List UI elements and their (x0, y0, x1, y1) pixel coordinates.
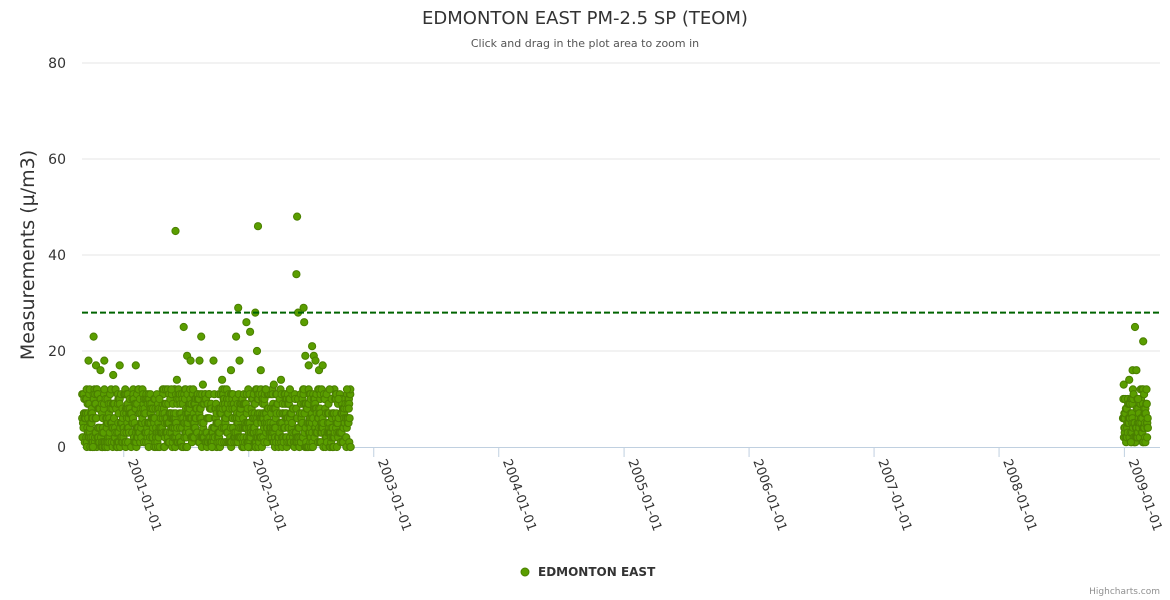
data-point[interactable] (197, 332, 206, 341)
data-point[interactable] (346, 442, 355, 452)
x-tick-label: 2002-01-01 (249, 457, 289, 533)
data-point[interactable] (252, 346, 262, 356)
data-point[interactable] (96, 366, 105, 375)
y-tick-label: 0 (57, 440, 66, 456)
x-tick-label: 2005-01-01 (624, 457, 664, 533)
data-point[interactable] (1132, 366, 1141, 375)
data-point[interactable] (186, 356, 195, 365)
data-point[interactable] (195, 356, 204, 365)
data-point[interactable] (293, 212, 302, 221)
data-point[interactable] (183, 442, 192, 452)
data-point[interactable] (292, 270, 301, 279)
data-point[interactable] (308, 342, 317, 351)
chart-title: EDMONTON EAST PM-2.5 SP (TEOM) (422, 8, 748, 29)
data-point[interactable] (171, 226, 180, 236)
data-point[interactable] (318, 361, 327, 370)
data-point[interactable] (246, 327, 255, 336)
x-tick-label: 2003-01-01 (374, 457, 414, 533)
data-point[interactable] (244, 442, 253, 452)
data-point[interactable] (207, 442, 216, 452)
data-point[interactable] (301, 351, 310, 360)
data-point[interactable] (304, 361, 313, 370)
data-point[interactable] (234, 303, 243, 312)
data-point[interactable] (155, 394, 164, 404)
y-axis: 0 20 40 60 80 (48, 56, 66, 456)
data-point[interactable] (1143, 414, 1152, 423)
data-point[interactable] (115, 361, 124, 370)
data-point[interactable] (325, 385, 334, 394)
chart-subtitle: Click and drag in the plot area to zoom … (471, 37, 699, 50)
gridlines (82, 62, 1160, 352)
data-point[interactable] (84, 356, 93, 365)
data-point[interactable] (300, 318, 309, 327)
data-point[interactable] (1139, 337, 1148, 346)
data-point[interactable] (308, 442, 317, 452)
data-point[interactable] (1125, 375, 1134, 384)
data-point[interactable] (167, 385, 176, 394)
data-point[interactable] (1143, 433, 1152, 442)
y-tick-label: 20 (48, 344, 66, 360)
x-tick-label: 2008-01-01 (999, 457, 1039, 533)
data-point[interactable] (261, 385, 270, 394)
data-point[interactable] (242, 318, 251, 327)
data-point[interactable] (345, 414, 354, 423)
data-point[interactable] (1126, 438, 1136, 447)
x-tick-label: 2001-01-01 (124, 457, 164, 533)
data-point[interactable] (1142, 399, 1151, 408)
data-point[interactable] (342, 385, 352, 394)
y-tick-label: 80 (48, 56, 66, 72)
x-tick-label: 2004-01-01 (499, 457, 539, 533)
data-point[interactable] (256, 366, 265, 375)
data-point[interactable] (226, 366, 236, 375)
y-tick-label: 40 (48, 248, 66, 264)
data-point[interactable] (92, 414, 101, 423)
x-tick-label: 2009-01-01 (1125, 457, 1165, 533)
data-point[interactable] (299, 303, 308, 312)
data-points[interactable] (78, 212, 1153, 452)
data-point[interactable] (218, 375, 227, 384)
x-tick-label: 2007-01-01 (874, 457, 914, 533)
data-point[interactable] (100, 356, 109, 365)
data-point[interactable] (131, 361, 140, 370)
data-point[interactable] (311, 356, 320, 365)
data-point[interactable] (344, 404, 353, 413)
data-point[interactable] (1119, 380, 1128, 389)
data-point[interactable] (198, 380, 207, 389)
data-point[interactable] (1143, 423, 1153, 432)
data-point[interactable] (209, 356, 218, 365)
highcharts-credit[interactable]: Highcharts.com (1089, 587, 1160, 597)
data-point[interactable] (334, 394, 343, 404)
data-point[interactable] (285, 385, 294, 394)
y-axis-title: Measurements (µ/m3) (17, 150, 39, 360)
data-point[interactable] (269, 380, 278, 389)
data-point[interactable] (1130, 322, 1140, 332)
data-point[interactable] (1134, 394, 1143, 404)
data-point[interactable] (1142, 385, 1151, 394)
data-point[interactable] (179, 322, 188, 332)
data-point[interactable] (172, 375, 181, 384)
y-tick-label: 60 (48, 152, 66, 168)
x-axis: 2001-01-01 2002-01-01 2003-01-01 2004-01-01… (82, 447, 1165, 533)
legend-marker (520, 567, 530, 577)
data-point[interactable] (235, 356, 244, 365)
x-tick-label: 2006-01-01 (749, 457, 789, 533)
legend[interactable]: EDMONTON EAST (520, 565, 656, 579)
data-point[interactable] (89, 332, 98, 341)
data-point[interactable] (276, 375, 286, 384)
data-point[interactable] (287, 418, 297, 428)
legend-item-edmonton-east[interactable]: EDMONTON EAST (538, 565, 656, 579)
data-point[interactable] (88, 442, 98, 452)
data-point[interactable] (109, 370, 118, 380)
data-point[interactable] (232, 332, 241, 341)
data-point[interactable] (253, 222, 263, 231)
